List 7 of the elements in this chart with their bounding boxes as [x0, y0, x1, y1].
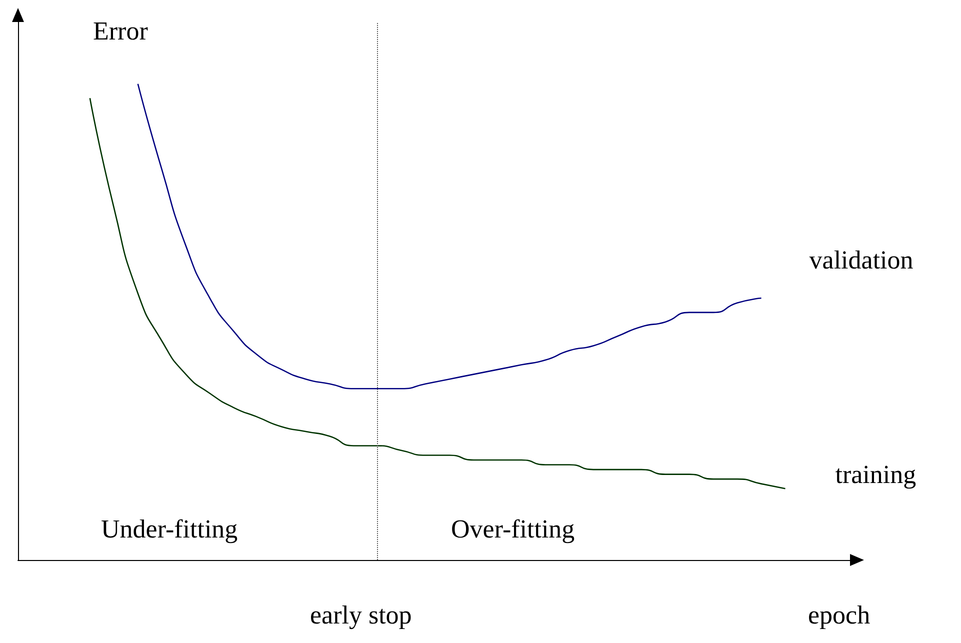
- text: early stop: [310, 600, 412, 630]
- x-axis-title: epoch: [808, 600, 870, 630]
- series-label: training: [835, 460, 916, 490]
- y-axis-title: Error: [93, 16, 148, 46]
- annotation: Under-fitting: [101, 514, 238, 544]
- annotation: Over-fitting: [451, 514, 575, 544]
- text: validation: [809, 246, 914, 275]
